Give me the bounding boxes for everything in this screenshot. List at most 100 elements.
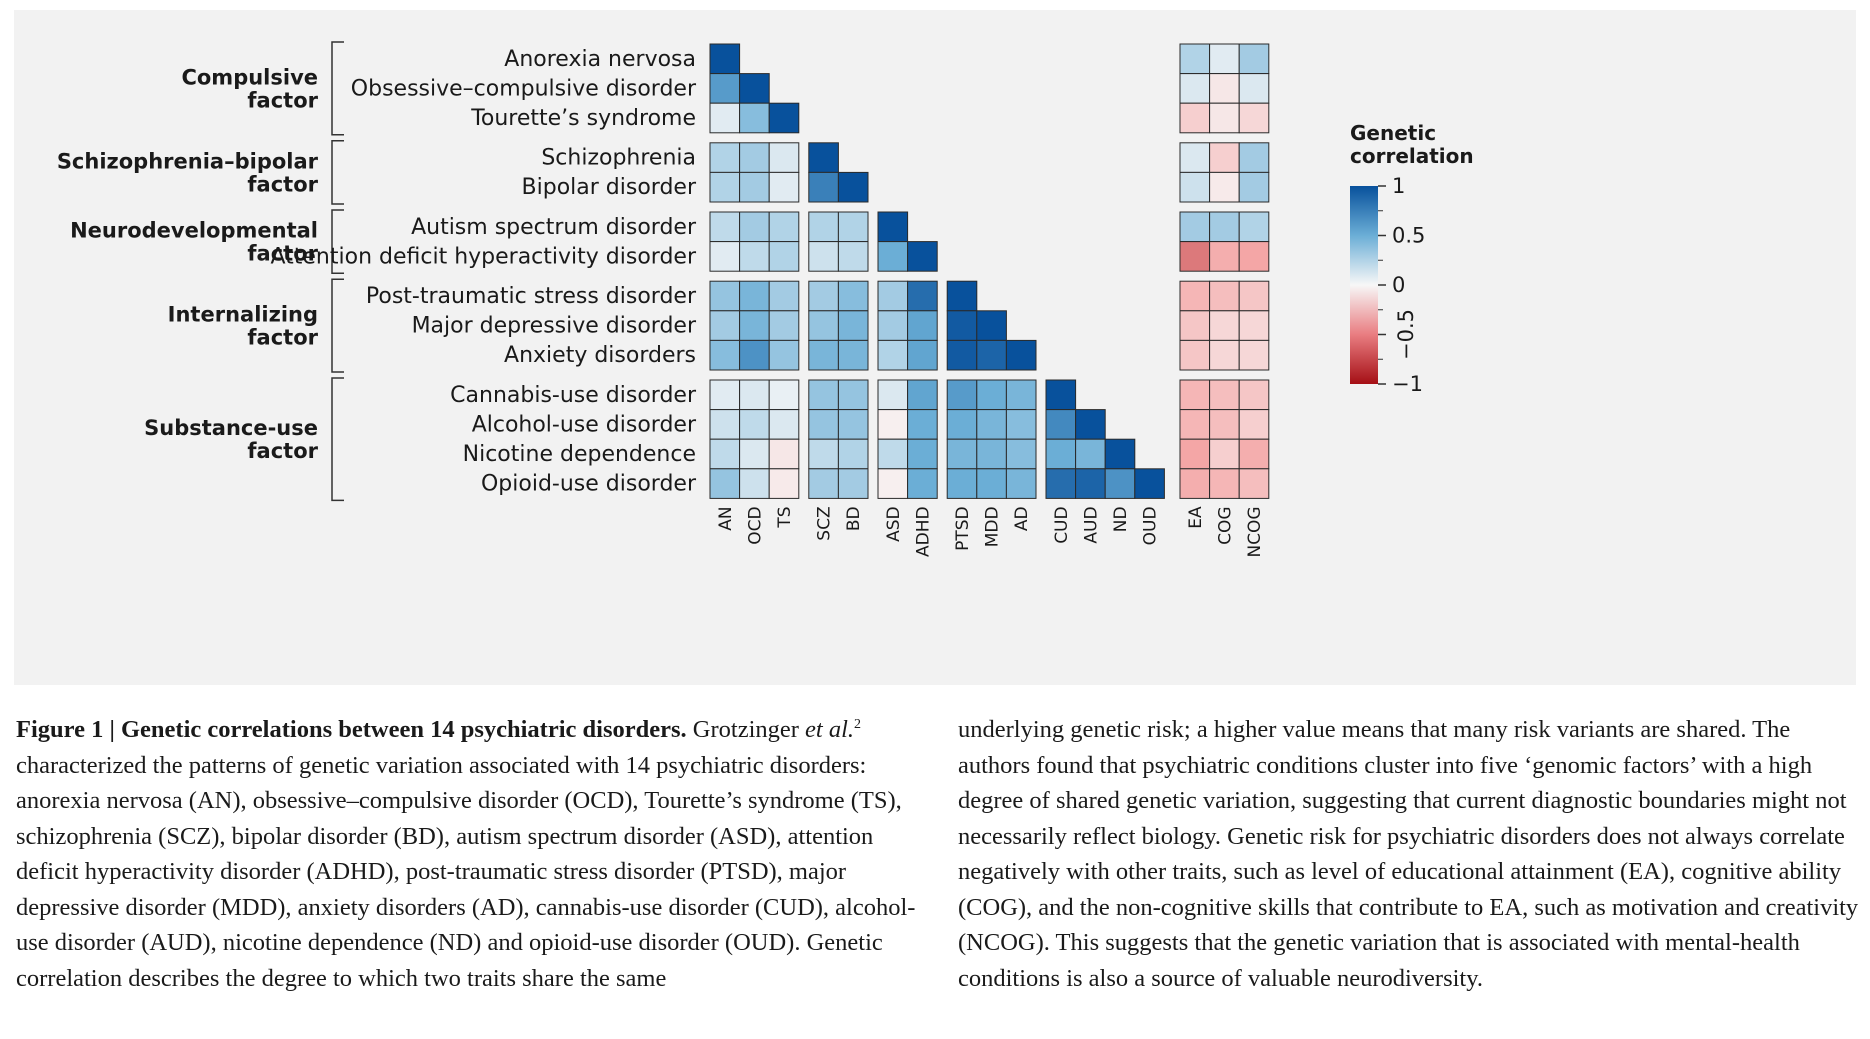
trait-cell-ASD-EA: [1179, 211, 1211, 243]
trait-cell-MDD-COG: [1209, 310, 1240, 341]
cell-AN-AN: [709, 43, 741, 75]
cell-AUD-BD: [837, 409, 869, 440]
col-label-BD: BD: [844, 506, 864, 531]
factor-label-line2: factor: [247, 242, 318, 266]
cell-MDD-MDD: [976, 310, 1007, 341]
factor-bracket: [331, 377, 344, 502]
cell-OUD-CUD: [1045, 468, 1077, 499]
cell-TS-AN: [709, 102, 741, 134]
trait-cell-SCZ-NCOG: [1238, 142, 1270, 173]
cell-OCD-OCD: [739, 73, 770, 104]
cell-ND-CUD: [1045, 438, 1077, 470]
row-label-ADHD: Attention deficit hyperactivity disorder: [270, 244, 696, 269]
cell-AUD-SCZ: [808, 409, 839, 440]
row-label-AN: Anorexia nervosa: [504, 47, 696, 72]
cell-CUD-BD: [837, 379, 869, 411]
factor-brackets: [331, 41, 344, 502]
cell-OUD-TS: [768, 468, 800, 499]
cell-BD-TS: [768, 171, 800, 203]
factor-label-line1: Substance-use: [144, 416, 318, 440]
col-label-SCZ: SCZ: [815, 506, 835, 540]
cell-ADHD-OCD: [739, 241, 770, 272]
cell-AD-TS: [768, 339, 800, 371]
cell-OUD-OUD: [1134, 468, 1165, 499]
factor-label-line2: factor: [247, 88, 318, 112]
trait-cell-AN-COG: [1209, 43, 1240, 75]
cell-AUD-MDD: [976, 409, 1007, 440]
col-label-PTSD: PTSD: [953, 506, 973, 551]
cell-BD-BD: [837, 171, 869, 203]
cell-AUD-CUD: [1045, 409, 1077, 440]
cell-MDD-TS: [768, 310, 800, 341]
cell-AD-OCD: [739, 339, 770, 371]
cell-ASD-ASD: [877, 211, 909, 243]
cell-BD-OCD: [739, 171, 770, 203]
cell-CUD-AN: [709, 379, 741, 411]
trait-cell-ND-COG: [1209, 438, 1240, 470]
cell-OUD-AN: [709, 468, 741, 499]
legend-tick-label: 0: [1392, 273, 1405, 297]
cell-TS-OCD: [739, 102, 770, 134]
legend-title-line1: Genetic: [1350, 121, 1436, 145]
trait-cell-AN-NCOG: [1238, 43, 1270, 75]
cell-PTSD-PTSD: [946, 280, 978, 312]
col-label-ASD: ASD: [884, 506, 904, 542]
trait-cell-TS-COG: [1209, 102, 1240, 134]
caption-right-column: underlying genetic risk; a higher value …: [958, 712, 1863, 996]
cell-MDD-PTSD: [946, 310, 978, 341]
cell-ADHD-ASD: [877, 241, 909, 272]
cell-ND-PTSD: [946, 438, 978, 470]
trait-cell-OCD-NCOG: [1238, 73, 1270, 104]
col-label-COG: COG: [1215, 506, 1235, 544]
caption-author: Grotzinger: [686, 716, 799, 743]
trait-cell-ND-EA: [1179, 438, 1211, 470]
col-label-NCOG: NCOG: [1245, 506, 1265, 557]
trait-cell-OUD-EA: [1179, 468, 1211, 499]
factor-label-line2: factor: [247, 326, 318, 350]
trait-cell-OUD-COG: [1209, 468, 1240, 499]
factor-label-line2: factor: [247, 439, 318, 463]
cell-AD-SCZ: [808, 339, 839, 371]
cell-AUD-AN: [709, 409, 741, 440]
trait-cell-SCZ-COG: [1209, 142, 1240, 173]
caption-etal: et al.: [805, 716, 855, 743]
col-label-OCD: OCD: [745, 506, 765, 544]
cell-ND-OCD: [739, 438, 770, 470]
cell-OUD-ND: [1104, 468, 1136, 499]
cell-AUD-AUD: [1075, 409, 1106, 440]
factor-label-line1: Compulsive: [181, 65, 318, 89]
cell-OUD-PTSD: [946, 468, 978, 499]
trait-cell-ASD-COG: [1209, 211, 1240, 243]
cell-OUD-SCZ: [808, 468, 839, 499]
cell-OUD-OCD: [739, 468, 770, 499]
col-label-MDD: MDD: [983, 506, 1003, 547]
cell-CUD-SCZ: [808, 379, 839, 411]
factor-label-line1: Internalizing: [168, 303, 318, 327]
caption-ref: 2: [854, 716, 862, 732]
cell-MDD-BD: [837, 310, 869, 341]
cell-PTSD-TS: [768, 280, 800, 312]
trait-cells: [1179, 43, 1270, 499]
caption-heading: Genetic correlations between 14 psychiat…: [120, 716, 687, 743]
cell-SCZ-OCD: [739, 142, 770, 173]
cell-ND-ND: [1104, 438, 1136, 470]
cell-ND-MDD: [976, 438, 1007, 470]
trait-cell-BD-NCOG: [1238, 171, 1270, 203]
row-label-MDD: Major depressive disorder: [412, 314, 697, 339]
row-label-SCZ: Schizophrenia: [541, 146, 696, 171]
cell-ASD-BD: [837, 211, 869, 243]
trait-cell-AD-COG: [1209, 339, 1240, 371]
row-label-BD: Bipolar disorder: [522, 175, 697, 200]
figure-panel: Compulsive factor Schizophrenia–bipolar fac…: [14, 10, 1856, 685]
col-label-AN: AN: [716, 506, 736, 530]
row-label-TS: Tourette’s syndrome: [470, 106, 696, 131]
cell-CUD-AD: [1005, 379, 1037, 411]
trait-cell-ND-NCOG: [1238, 438, 1270, 470]
row-label-PTSD: Post-traumatic stress disorder: [366, 284, 697, 309]
col-label-AUD: AUD: [1081, 506, 1101, 543]
cell-ADHD-ADHD: [907, 241, 938, 272]
row-label-AD: Anxiety disorders: [504, 343, 696, 368]
cell-CUD-OCD: [739, 379, 770, 411]
trait-cell-PTSD-NCOG: [1238, 280, 1270, 312]
cell-AUD-PTSD: [946, 409, 978, 440]
